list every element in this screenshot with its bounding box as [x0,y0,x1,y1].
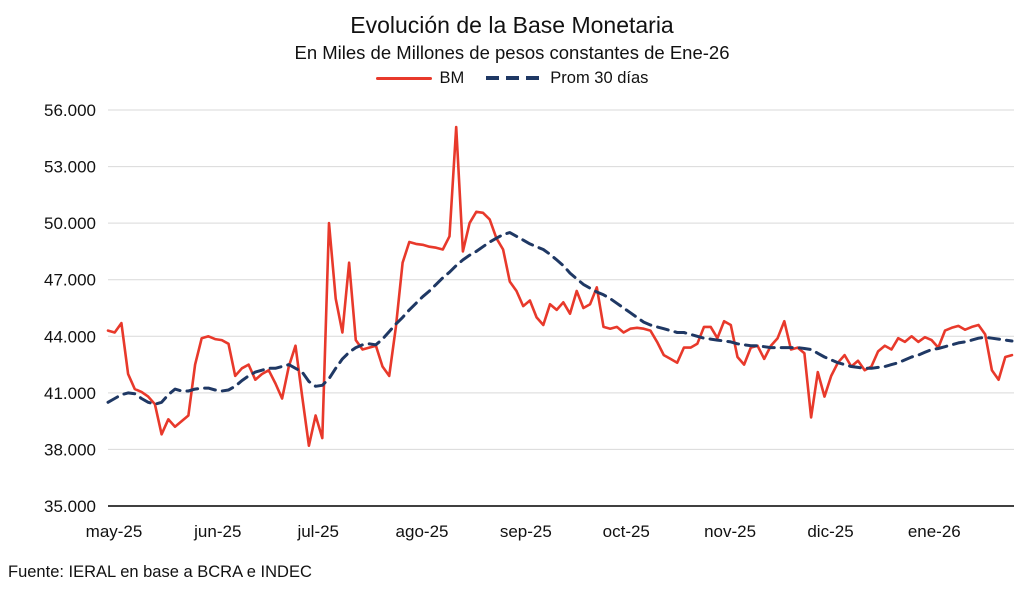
x-tick-label: nov-25 [704,522,756,541]
legend-item-prom: Prom 30 días [486,69,648,88]
prom-line-swatch [486,76,543,80]
x-tick-label: jun-25 [193,522,241,541]
y-tick-label: 44.000 [44,327,96,346]
y-tick-label: 53.000 [44,158,96,177]
y-tick-label: 35.000 [44,497,96,516]
x-tick-label: sep-25 [500,522,552,541]
prom-30-dias-line [106,231,1014,406]
legend-item-bm: BM [375,68,465,88]
chart-plot: 35.000 38.000 41.000 44.000 47.000 50.000 53.0… [44,101,1014,541]
bm-line-swatch [375,76,432,80]
chart-header: Evolución de la Base Monetaria En Miles … [0,0,1024,95]
y-tick-label: 38.000 [44,440,96,459]
y-tick-label: 47.000 [44,271,96,290]
bm-legend-label: BM [439,68,465,87]
x-tick-label: ago-25 [396,522,449,541]
x-tick-label: jul-25 [296,522,339,541]
y-tick-label: 56.000 [44,101,96,120]
x-tick-label: dic-25 [807,522,853,541]
source-note: Fuente: IERAL en base a BCRA e INDEC [8,563,312,581]
chart-title: Evolución de la Base Monetaria [350,12,674,38]
y-tick-label: 50.000 [44,214,96,233]
chart-subtitle: En Miles de Millones de pesos constantes… [294,42,730,63]
legend: BM Prom 30 días [0,65,1024,91]
bm-line [106,125,1014,448]
y-tick-label: 41.000 [44,384,96,403]
x-tick-label: oct-25 [603,522,650,541]
x-tick-label: may-25 [86,522,143,541]
prom-legend-label: Prom 30 días [550,68,649,87]
x-tick-label: ene-26 [908,522,961,541]
